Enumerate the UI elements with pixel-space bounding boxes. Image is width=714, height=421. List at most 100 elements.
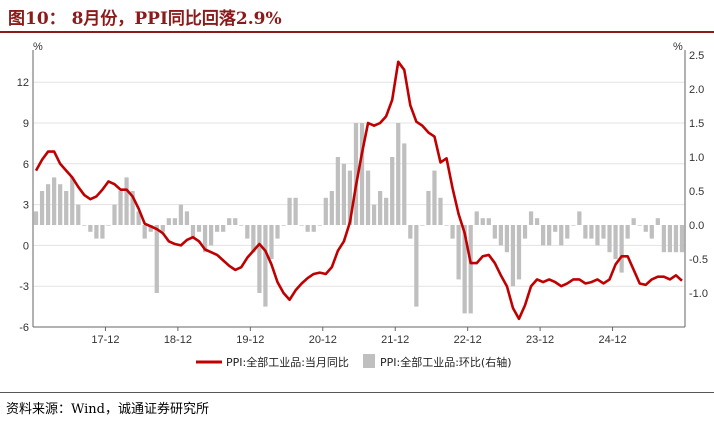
- axes: [32, 50, 686, 328]
- mom-bar: [378, 191, 383, 225]
- mom-bar: [353, 123, 359, 225]
- mom-bar: [522, 225, 528, 239]
- legend-label-mom: PPI:全部工业品:环比(右轴): [380, 355, 512, 369]
- mom-bar: [541, 225, 546, 246]
- mom-bar: [480, 218, 485, 225]
- mom-bar: [172, 218, 177, 225]
- mom-bar: [112, 204, 117, 225]
- mom-bar: [142, 225, 147, 239]
- mom-bar: [154, 225, 159, 293]
- mom-bar: [124, 177, 129, 225]
- x-tick-label: 24-12: [598, 334, 626, 346]
- mom-bar: [613, 225, 618, 259]
- mom-bar: [100, 225, 105, 239]
- x-tick-label: 18-12: [164, 334, 192, 346]
- right-tick-label: 1.5: [689, 118, 704, 130]
- x-tick-label: 19-12: [236, 334, 264, 346]
- mom-bar: [184, 211, 190, 225]
- source-rule: [0, 392, 714, 393]
- mom-bar: [190, 225, 196, 239]
- mom-bar: [402, 143, 407, 225]
- ppi-chart: % % -6 -3 0 3 6 9 12 -1.0 -0.5 0.0 0.5 1.0 1.5 2.0 2.5…: [17, 41, 708, 369]
- right-axis-unit: %: [673, 41, 683, 53]
- mom-bar: [88, 225, 93, 232]
- mom-bar: [359, 123, 365, 225]
- mom-bar: [444, 225, 449, 226]
- left-tick-label: -6: [19, 322, 29, 334]
- right-tick-label: 2.5: [689, 50, 704, 62]
- mom-bar: [534, 218, 540, 225]
- yoy-line-layer: [34, 60, 683, 321]
- mom-bar: [196, 225, 202, 232]
- mom-bar: [637, 225, 642, 226]
- mom-bar: [33, 211, 39, 225]
- mom-bar: [215, 225, 220, 232]
- mom-bar: [202, 225, 208, 253]
- mom-bar: [323, 197, 328, 225]
- left-tick-label: 3: [23, 200, 29, 212]
- mom-bar: [317, 225, 322, 226]
- left-tick-label: 6: [23, 159, 29, 171]
- mom-bar: [341, 163, 347, 225]
- mom-bar: [245, 225, 250, 239]
- mom-bar: [208, 225, 214, 246]
- title-rule: [0, 31, 714, 33]
- mom-bar: [498, 225, 503, 246]
- mom-bar: [504, 225, 510, 253]
- mom-bar: [257, 225, 262, 293]
- mom-bar: [178, 204, 184, 225]
- mom-bar: [655, 218, 660, 225]
- mom-bar: [45, 184, 51, 225]
- x-tick-label: 20-12: [309, 334, 337, 346]
- mom-bar: [58, 184, 63, 225]
- mom-bar: [371, 204, 377, 225]
- mom-bar: [82, 225, 87, 226]
- left-tick-label: -3: [19, 281, 29, 293]
- figure-title: 图10： 8月份，PPI同比回落2.9%: [8, 9, 282, 29]
- x-tick-label: 23-12: [526, 334, 554, 346]
- tick-labels: -6 -3 0 3 6 9 12 -1.0 -0.5 0.0 0.5 1.0 1.5 2.0 2.5 17-1…: [17, 50, 708, 346]
- mom-bar: [426, 191, 431, 225]
- right-tick-label: 2.0: [689, 84, 704, 96]
- mom-bar: [160, 225, 165, 232]
- mom-bar: [528, 211, 534, 225]
- right-tick-label: -0.5: [689, 254, 708, 266]
- mom-bar: [553, 225, 558, 232]
- left-axis-unit: %: [33, 41, 43, 53]
- mom-bar: [293, 197, 298, 225]
- mom-bar: [486, 218, 491, 225]
- left-tick-label: 12: [17, 77, 29, 89]
- mom-bar: [595, 225, 600, 246]
- mom-bar: [251, 225, 256, 253]
- left-tick-label: 0: [23, 240, 29, 252]
- mom-bar: [233, 218, 238, 225]
- yoy-line: [34, 60, 683, 321]
- mom-bar: [649, 225, 654, 239]
- mom-bar: [269, 225, 274, 259]
- mom-bar: [432, 170, 437, 225]
- mom-bar: [329, 191, 334, 225]
- mom-bar: [577, 211, 582, 225]
- mom-bar: [106, 225, 111, 226]
- mom-bar: [263, 225, 268, 307]
- mom-bar: [52, 177, 57, 225]
- mom-bar: [221, 225, 226, 232]
- mom-bar: [601, 225, 606, 239]
- mom-bar: [631, 218, 636, 225]
- mom-bar: [619, 225, 624, 273]
- mom-bar: [311, 225, 316, 232]
- mom-bar: [384, 197, 389, 225]
- mom-bar: [136, 211, 141, 225]
- mom-bar: [396, 123, 401, 225]
- mom-bar: [571, 225, 576, 226]
- mom-bar: [492, 225, 497, 239]
- legend: PPI:全部工业品:当月同比 PPI:全部工业品:环比(右轴): [196, 354, 512, 369]
- mom-bar: [565, 225, 570, 239]
- mom-bar: [299, 225, 304, 226]
- mom-bar: [468, 225, 473, 314]
- mom-bar: [510, 225, 516, 287]
- mom-bar: [559, 225, 564, 246]
- mom-bar: [390, 157, 395, 225]
- mom-bar: [347, 170, 353, 225]
- mom-bar: [281, 225, 286, 226]
